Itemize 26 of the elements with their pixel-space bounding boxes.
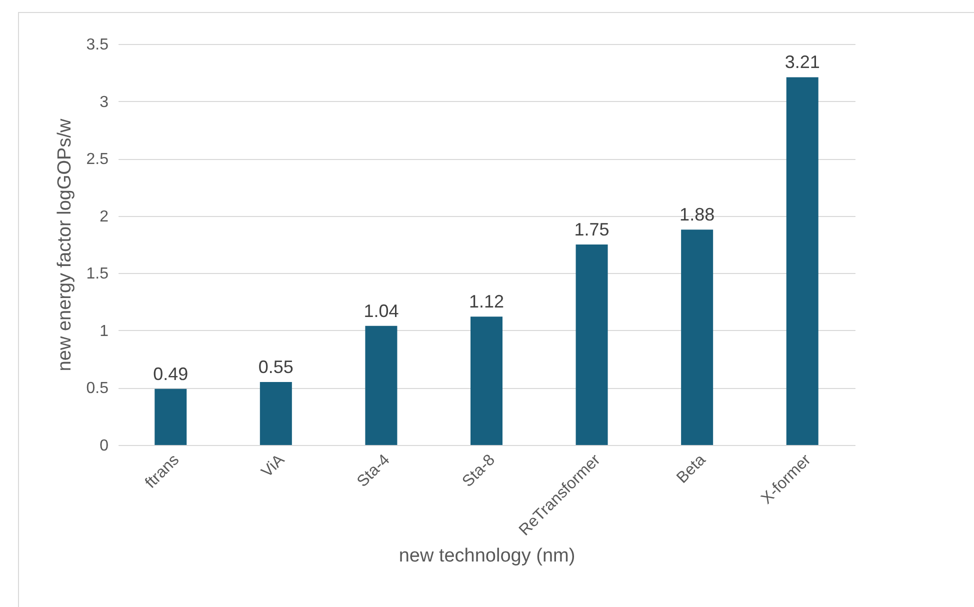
y-tick-label: 1.5 [86,266,109,283]
bar [681,230,714,445]
x-tick-label: Beta [674,451,710,487]
data-label: 0.49 [153,364,188,384]
bar [154,388,187,445]
y-tick-label: 0.5 [86,380,109,398]
y-tick-label: 2.5 [86,151,109,168]
y-tick-label: 1 [100,322,109,340]
y-axis-title: new energy factor logGOPs/w [54,118,76,372]
bar [260,382,292,445]
data-label: 3.21 [784,52,820,72]
y-tick-label: 3.5 [86,36,109,54]
y-tick-label: 0 [100,438,109,454]
bar [365,326,398,445]
bar [470,316,502,445]
x-tick-label: ViA [258,451,288,481]
data-label: 1.04 [364,300,399,321]
data-label: 1.88 [680,204,715,225]
y-tick-label: 2 [100,208,109,226]
data-label: 1.12 [468,292,504,312]
bar [786,77,818,445]
y-tick-label: 3 [100,94,109,111]
x-axis-title: new technology (nm) [398,545,576,566]
data-label: 1.75 [574,220,610,240]
bar [576,244,608,445]
data-label: 0.55 [258,356,294,377]
